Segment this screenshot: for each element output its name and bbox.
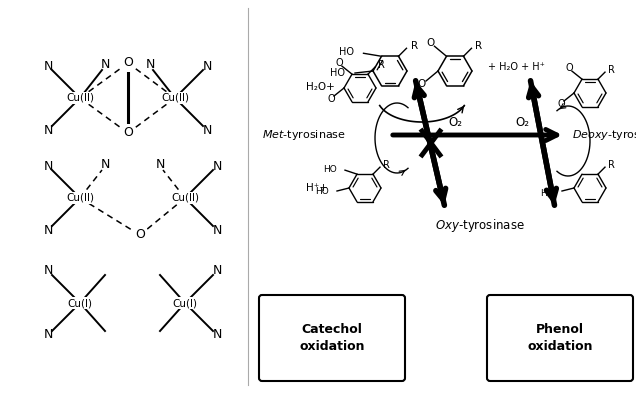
- Text: O₂: O₂: [515, 116, 529, 130]
- Text: $\it{Deoxy}$-tyrosinase: $\it{Deoxy}$-tyrosinase: [572, 128, 636, 142]
- Text: O: O: [327, 94, 335, 104]
- Text: $\it{Met}$-tyrosinase: $\it{Met}$-tyrosinase: [262, 128, 346, 142]
- Text: HO: HO: [338, 47, 354, 57]
- Text: O: O: [418, 79, 426, 89]
- Text: N: N: [155, 158, 165, 171]
- Text: Cu(II): Cu(II): [66, 193, 94, 203]
- Text: Cu(I): Cu(I): [67, 298, 92, 308]
- Text: R: R: [608, 160, 615, 170]
- Text: H₂O+: H₂O+: [306, 82, 335, 92]
- Text: Cu(II): Cu(II): [161, 93, 189, 103]
- Text: HO: HO: [323, 165, 337, 174]
- Text: N: N: [202, 123, 212, 136]
- FancyBboxPatch shape: [487, 295, 633, 381]
- Text: R: R: [383, 160, 390, 170]
- Text: Cu(II): Cu(II): [171, 193, 199, 203]
- Text: O: O: [123, 127, 133, 140]
- Text: Cu(I): Cu(I): [172, 298, 198, 308]
- Text: Catechol
oxidation: Catechol oxidation: [300, 323, 365, 353]
- Text: O: O: [426, 38, 434, 48]
- Text: N: N: [43, 123, 53, 136]
- Text: HO: HO: [330, 68, 345, 78]
- Text: O₂: O₂: [448, 116, 462, 130]
- Text: HO: HO: [540, 189, 554, 198]
- Text: + H₂O + H⁺: + H₂O + H⁺: [488, 62, 545, 72]
- Text: H⁺+: H⁺+: [306, 183, 328, 193]
- Text: N: N: [100, 59, 109, 72]
- Text: N: N: [100, 158, 109, 171]
- FancyBboxPatch shape: [259, 295, 405, 381]
- Text: R: R: [608, 65, 615, 75]
- Text: N: N: [43, 329, 53, 342]
- Text: R: R: [378, 60, 385, 70]
- Text: N: N: [212, 160, 222, 173]
- Text: R: R: [410, 41, 418, 51]
- Text: N: N: [212, 224, 222, 237]
- Text: Phenol
oxidation: Phenol oxidation: [527, 323, 593, 353]
- Text: O: O: [335, 58, 343, 68]
- Text: N: N: [212, 329, 222, 342]
- Text: R: R: [476, 41, 483, 51]
- Text: N: N: [202, 59, 212, 72]
- Text: N: N: [43, 160, 53, 173]
- Text: N: N: [145, 59, 155, 72]
- Text: N: N: [43, 264, 53, 277]
- Text: O: O: [565, 63, 573, 73]
- Text: O: O: [135, 228, 145, 242]
- Text: N: N: [212, 264, 222, 277]
- Text: N: N: [43, 59, 53, 72]
- Text: O: O: [123, 57, 133, 70]
- Text: N: N: [43, 224, 53, 237]
- Text: HO: HO: [315, 187, 329, 196]
- Text: Cu(II): Cu(II): [66, 93, 94, 103]
- Text: O: O: [557, 99, 565, 109]
- Text: $\it{Oxy}$-tyrosinase: $\it{Oxy}$-tyrosinase: [435, 217, 525, 233]
